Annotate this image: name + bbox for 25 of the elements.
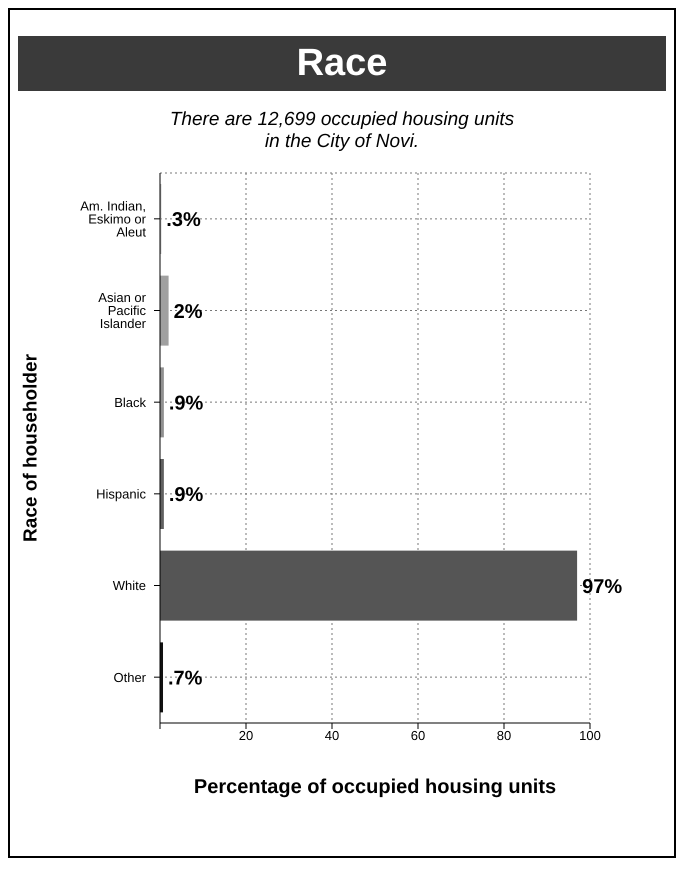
bar: [160, 276, 169, 346]
chart-title: Race: [18, 36, 666, 91]
y-tick-label: White: [112, 578, 146, 594]
data-label: .9%: [168, 392, 204, 414]
x-tick-label: 40: [324, 728, 340, 744]
data-label: .3%: [166, 209, 201, 232]
x-tick-label: 60: [410, 728, 426, 744]
bar: [160, 459, 164, 529]
y-tick-label: Am. Indian, Eskimo or Aleut: [80, 198, 147, 240]
y-tick-label: Other: [113, 670, 147, 685]
y-tick-label: Asian or Pacific Islander: [98, 290, 147, 332]
bar: [160, 550, 578, 621]
data-label: 2%: [174, 300, 203, 323]
x-tick-label: 100: [579, 728, 601, 744]
data-label: .7%: [168, 667, 203, 690]
chart-subtitle: There are 12,699 occupied housing units in the City of Novi.: [168, 109, 516, 153]
y-tick-label: Hispanic: [96, 486, 146, 502]
x-tick-label: 20: [238, 728, 254, 744]
y-axis-title: Race of householder: [20, 353, 42, 542]
x-axis-title: Percentage of occupied housing units: [194, 776, 556, 798]
data-label: .9%: [168, 484, 204, 506]
bar: [160, 367, 164, 438]
data-label: 97%: [582, 576, 622, 598]
x-tick-label: 80: [496, 728, 512, 744]
y-tick-label: Black: [114, 394, 146, 410]
